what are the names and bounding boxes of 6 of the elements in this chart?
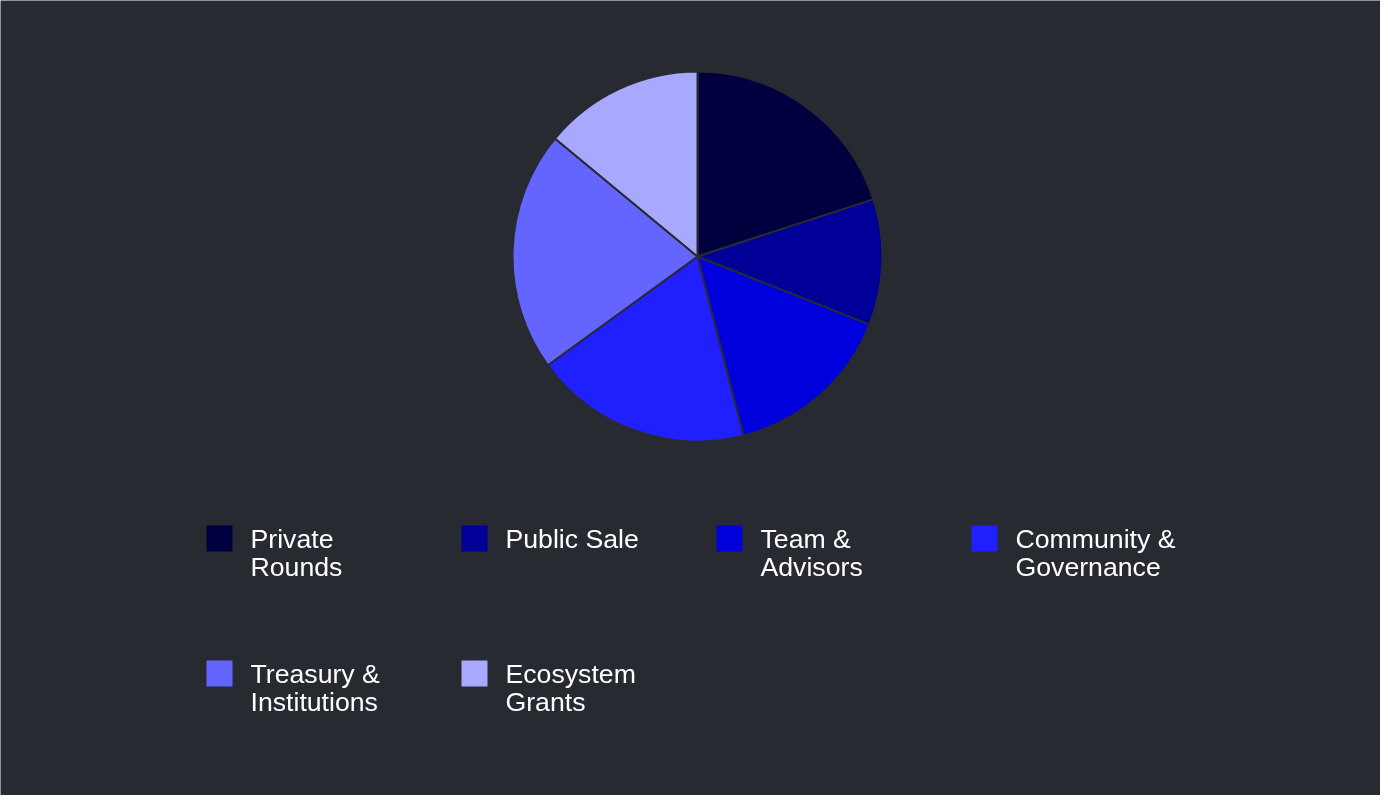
legend-label: Treasury & Institutions [250,658,381,717]
legend-label: Ecosystem Grants [505,658,636,717]
legend-label: Private Rounds [250,523,343,582]
legend-label: Team & Advisors [760,523,863,582]
legend-label: Community & Governance [1015,523,1176,582]
legend-label: Public Sale [505,523,639,554]
